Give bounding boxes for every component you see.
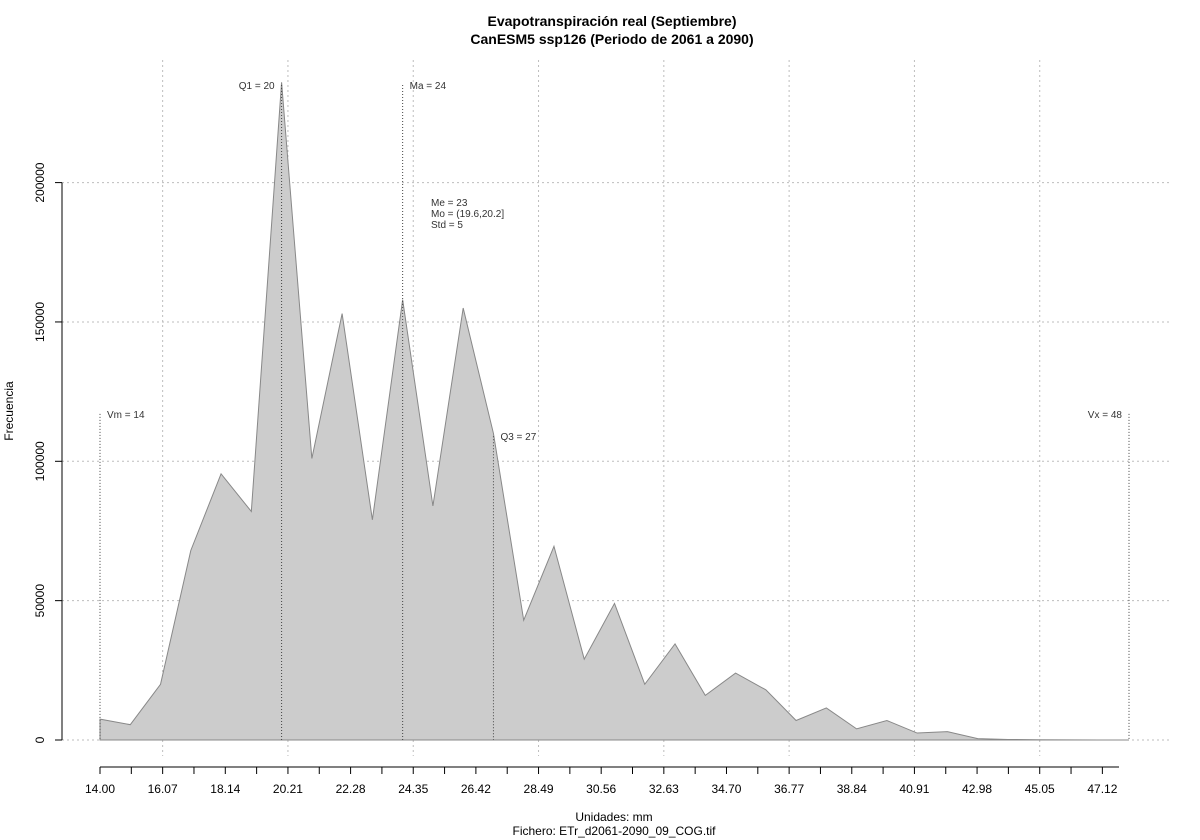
x-tick-label: 42.98: [962, 782, 992, 796]
y-tick-label: 50000: [33, 584, 47, 618]
x-tick-label: 18.14: [210, 782, 240, 796]
stat-label: Mo = (19.6,20.2]: [431, 209, 504, 220]
marker-label: Q1 = 20: [239, 81, 275, 92]
marker-label: Q3 = 27: [500, 432, 536, 443]
y-tick-label: 100000: [33, 441, 47, 481]
x-tick-label: 16.07: [148, 782, 178, 796]
chart-title: Evapotranspiración real (Septiembre): [488, 13, 737, 29]
x-tick-label: 30.56: [586, 782, 616, 796]
stat-label: Std = 5: [431, 220, 463, 231]
x-axis-subtitle: Fichero: ETr_d2061-2090_09_COG.tif: [513, 824, 717, 838]
y-tick-label: 200000: [33, 162, 47, 202]
marker-label: Ma = 24: [410, 81, 447, 92]
axes: 0 50000 100000 150000 200000 14.00 16.07 18.14 2…: [33, 162, 1120, 796]
y-tick-label: 0: [33, 736, 47, 743]
x-tick-label: 28.49: [524, 782, 554, 796]
x-tick-label: 47.12: [1087, 782, 1117, 796]
x-tick-label: 22.28: [336, 782, 366, 796]
x-tick-label: 20.21: [273, 782, 303, 796]
y-axis-title: Frecuencia: [2, 381, 16, 441]
x-tick-label: 38.84: [837, 782, 867, 796]
x-tick-label: 32.63: [649, 782, 679, 796]
x-tick-label: 14.00: [85, 782, 115, 796]
x-tick-label: 26.42: [461, 782, 491, 796]
x-tick-label: 24.35: [398, 782, 428, 796]
x-tick-label: 40.91: [899, 782, 929, 796]
markers: Vm = 14 Q1 = 20 Ma = 24 Q3 = 27 Vx = 48: [99, 81, 1130, 740]
marker-label: Vm = 14: [107, 410, 145, 421]
x-tick-label: 36.77: [774, 782, 804, 796]
x-tick-label: 45.05: [1025, 782, 1055, 796]
x-axis-title: Unidades: mm: [575, 810, 652, 824]
frequency-area: [99, 82, 1130, 741]
chart-subtitle: CanESM5 ssp126 (Periodo de 2061 a 2090): [470, 31, 753, 47]
x-tick-label: 34.70: [711, 782, 741, 796]
frequency-area-fill: [99, 82, 1130, 741]
stat-label: Me = 23: [431, 198, 468, 209]
y-tick-label: 150000: [33, 302, 47, 342]
marker-label: Vx = 48: [1088, 410, 1123, 421]
